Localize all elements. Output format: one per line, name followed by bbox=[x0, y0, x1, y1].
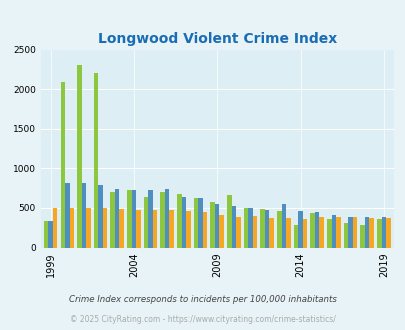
Bar bbox=[326, 219, 331, 248]
Bar bbox=[53, 208, 57, 248]
Bar bbox=[243, 208, 248, 248]
Bar bbox=[65, 183, 69, 248]
Bar bbox=[102, 208, 107, 248]
Bar bbox=[127, 190, 131, 248]
Bar bbox=[193, 198, 198, 248]
Bar bbox=[260, 209, 264, 248]
Bar bbox=[293, 224, 298, 248]
Bar bbox=[152, 210, 157, 248]
Bar bbox=[269, 218, 273, 248]
Bar bbox=[226, 195, 231, 248]
Bar bbox=[131, 190, 136, 248]
Bar bbox=[231, 206, 236, 248]
Legend: Longwood, Florida, National: Longwood, Florida, National bbox=[81, 328, 352, 330]
Bar bbox=[181, 197, 185, 248]
Bar bbox=[376, 219, 381, 248]
Bar bbox=[364, 217, 369, 248]
Text: © 2025 CityRating.com - https://www.cityrating.com/crime-statistics/: © 2025 CityRating.com - https://www.city… bbox=[70, 315, 335, 324]
Bar bbox=[202, 212, 207, 248]
Bar bbox=[198, 198, 202, 248]
Bar bbox=[48, 220, 53, 248]
Bar bbox=[185, 211, 190, 248]
Bar bbox=[302, 218, 307, 248]
Bar bbox=[214, 204, 219, 248]
Bar bbox=[210, 202, 214, 248]
Bar bbox=[331, 215, 335, 248]
Bar bbox=[81, 183, 86, 248]
Bar bbox=[298, 211, 302, 248]
Bar bbox=[369, 218, 373, 248]
Bar bbox=[86, 208, 90, 248]
Bar bbox=[236, 216, 240, 248]
Bar bbox=[115, 189, 119, 248]
Bar bbox=[169, 210, 174, 248]
Bar bbox=[281, 204, 286, 248]
Bar bbox=[343, 223, 347, 248]
Bar bbox=[360, 225, 364, 248]
Bar bbox=[94, 73, 98, 248]
Bar bbox=[177, 194, 181, 248]
Bar bbox=[160, 192, 164, 248]
Bar bbox=[277, 211, 281, 248]
Bar bbox=[69, 208, 74, 248]
Bar bbox=[248, 208, 252, 248]
Bar bbox=[148, 190, 152, 248]
Bar bbox=[264, 210, 269, 248]
Bar bbox=[335, 217, 340, 248]
Bar bbox=[314, 212, 319, 248]
Bar bbox=[252, 216, 257, 248]
Text: Crime Index corresponds to incidents per 100,000 inhabitants: Crime Index corresponds to incidents per… bbox=[69, 295, 336, 304]
Bar bbox=[164, 189, 169, 248]
Bar bbox=[136, 210, 140, 248]
Bar bbox=[381, 217, 385, 248]
Bar bbox=[310, 214, 314, 248]
Bar bbox=[110, 192, 115, 248]
Bar bbox=[143, 197, 148, 248]
Bar bbox=[119, 210, 124, 248]
Bar bbox=[352, 217, 356, 248]
Bar bbox=[77, 65, 81, 248]
Bar bbox=[98, 185, 102, 248]
Bar bbox=[44, 220, 48, 248]
Bar bbox=[219, 215, 224, 248]
Bar bbox=[60, 82, 65, 248]
Bar bbox=[385, 218, 390, 248]
Bar bbox=[286, 218, 290, 248]
Title: Longwood Violent Crime Index: Longwood Violent Crime Index bbox=[97, 32, 336, 46]
Bar bbox=[319, 216, 323, 248]
Bar bbox=[347, 217, 352, 248]
